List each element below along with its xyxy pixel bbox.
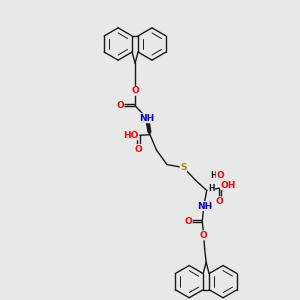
Text: OH: OH <box>221 181 236 190</box>
Text: O: O <box>116 101 124 110</box>
Text: O: O <box>216 170 224 179</box>
Text: H: H <box>208 184 214 193</box>
Text: O: O <box>200 231 208 240</box>
Text: H: H <box>210 170 217 179</box>
Text: O: O <box>184 217 192 226</box>
Text: O: O <box>216 197 224 206</box>
Text: NH: NH <box>140 114 154 123</box>
Text: O: O <box>131 86 139 95</box>
Text: NH: NH <box>198 202 213 211</box>
Text: S: S <box>180 163 187 172</box>
Text: HO: HO <box>123 131 139 140</box>
Text: O: O <box>134 145 142 154</box>
